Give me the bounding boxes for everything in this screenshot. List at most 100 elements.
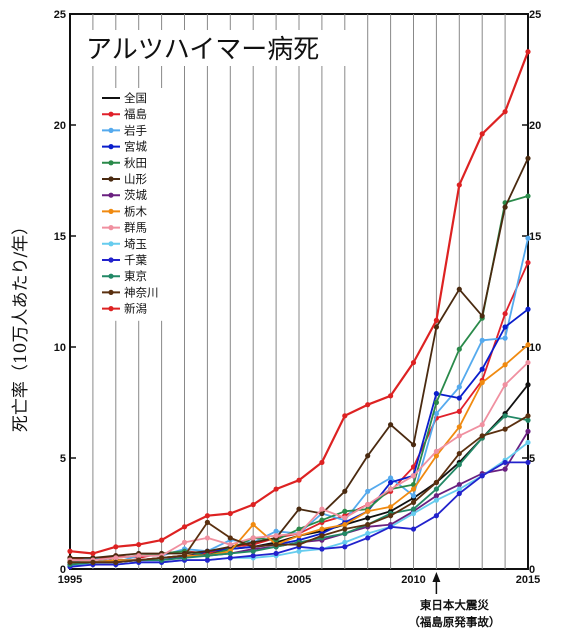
data-point bbox=[250, 544, 256, 550]
data-point bbox=[365, 488, 371, 494]
data-point bbox=[90, 550, 96, 557]
data-point bbox=[502, 109, 508, 115]
data-point bbox=[433, 448, 439, 454]
data-point bbox=[502, 459, 508, 466]
data-point bbox=[433, 324, 439, 330]
data-point bbox=[479, 379, 485, 386]
legend-swatch-marker bbox=[108, 127, 114, 133]
series-13 bbox=[67, 49, 531, 557]
data-point bbox=[204, 553, 210, 559]
legend-item: 埼玉 bbox=[102, 237, 147, 251]
legend-swatch-marker bbox=[108, 176, 114, 182]
legend-item: 福島 bbox=[102, 107, 147, 121]
data-point bbox=[365, 453, 371, 459]
data-point bbox=[319, 533, 325, 539]
title-background bbox=[82, 30, 352, 66]
data-point bbox=[227, 550, 233, 557]
data-point bbox=[90, 559, 96, 565]
data-point bbox=[296, 477, 302, 483]
legend-swatch-marker bbox=[108, 192, 114, 198]
legend-label: 埼玉 bbox=[124, 237, 147, 251]
x-tick-label: 2000 bbox=[172, 574, 196, 586]
data-point bbox=[136, 553, 142, 559]
data-point bbox=[273, 528, 279, 534]
data-point bbox=[273, 550, 279, 557]
legend-background bbox=[96, 88, 182, 321]
data-point bbox=[410, 506, 417, 512]
data-point bbox=[342, 515, 348, 521]
data-point bbox=[319, 459, 325, 466]
y-tick-label-right: 5 bbox=[529, 453, 535, 465]
data-point bbox=[525, 260, 531, 266]
legend-swatch-marker bbox=[108, 225, 114, 231]
data-point bbox=[456, 486, 462, 492]
data-point bbox=[502, 382, 508, 388]
data-point bbox=[250, 535, 256, 541]
data-point bbox=[388, 486, 394, 492]
data-point bbox=[456, 462, 462, 468]
data-point bbox=[296, 530, 302, 537]
data-point bbox=[136, 557, 142, 563]
x-tick-label: 2005 bbox=[287, 574, 311, 586]
data-point bbox=[365, 508, 371, 514]
data-point bbox=[479, 313, 485, 319]
data-point bbox=[433, 479, 439, 486]
data-point bbox=[365, 522, 371, 528]
annotation-text: 東日本大震災 bbox=[420, 598, 489, 612]
data-point bbox=[433, 486, 439, 492]
data-point bbox=[113, 544, 119, 550]
data-point bbox=[525, 49, 531, 55]
legend-label: 全国 bbox=[124, 91, 147, 105]
legend-item: 秋田 bbox=[102, 156, 147, 170]
chart-title: アルツハイマー病死 bbox=[86, 35, 319, 65]
data-point bbox=[181, 524, 188, 530]
data-point bbox=[479, 473, 485, 479]
data-point bbox=[525, 306, 531, 312]
data-point bbox=[388, 422, 394, 428]
data-point bbox=[181, 553, 188, 559]
data-point bbox=[456, 346, 462, 352]
legend-item: 栃木 bbox=[102, 204, 147, 218]
data-point bbox=[410, 499, 417, 505]
legend-swatch-marker bbox=[108, 306, 114, 312]
data-point bbox=[388, 524, 394, 530]
y-tick-label-right: 0 bbox=[529, 564, 535, 576]
data-point bbox=[159, 537, 165, 543]
data-point bbox=[456, 384, 462, 390]
data-point bbox=[227, 541, 233, 548]
data-point bbox=[456, 286, 462, 292]
data-point bbox=[525, 342, 531, 348]
data-point bbox=[342, 526, 348, 532]
legend-swatch-marker bbox=[108, 257, 114, 263]
data-point bbox=[342, 544, 348, 550]
y-ticks-right: 0 5 10 15 20 25 bbox=[522, 9, 541, 576]
data-point bbox=[525, 235, 531, 241]
legend-label: 岩手 bbox=[124, 123, 147, 137]
data-point bbox=[67, 548, 73, 554]
data-point bbox=[365, 515, 371, 521]
legend-label: 群馬 bbox=[124, 221, 147, 235]
data-point bbox=[525, 428, 531, 434]
data-point bbox=[388, 513, 394, 519]
data-point bbox=[159, 555, 165, 561]
data-point bbox=[250, 553, 256, 559]
data-point bbox=[433, 493, 439, 499]
data-point bbox=[433, 399, 439, 406]
legend-label: 宮城 bbox=[124, 140, 147, 154]
data-point bbox=[410, 359, 417, 366]
data-point bbox=[433, 453, 439, 459]
data-point bbox=[502, 426, 508, 432]
data-point bbox=[136, 541, 142, 548]
data-point bbox=[250, 502, 256, 508]
y-tick-label-right: 20 bbox=[529, 120, 541, 132]
data-point bbox=[410, 510, 417, 517]
y-tick-label: 0 bbox=[60, 564, 66, 576]
data-point bbox=[204, 513, 210, 519]
data-point bbox=[479, 366, 485, 372]
grid bbox=[92, 14, 506, 569]
data-point bbox=[525, 193, 531, 199]
data-point bbox=[410, 493, 417, 499]
y-ticks-left: 0 5 10 15 20 25 bbox=[54, 9, 76, 576]
x-ticks: 1995 2000 2005 2010 2015 bbox=[58, 574, 540, 586]
